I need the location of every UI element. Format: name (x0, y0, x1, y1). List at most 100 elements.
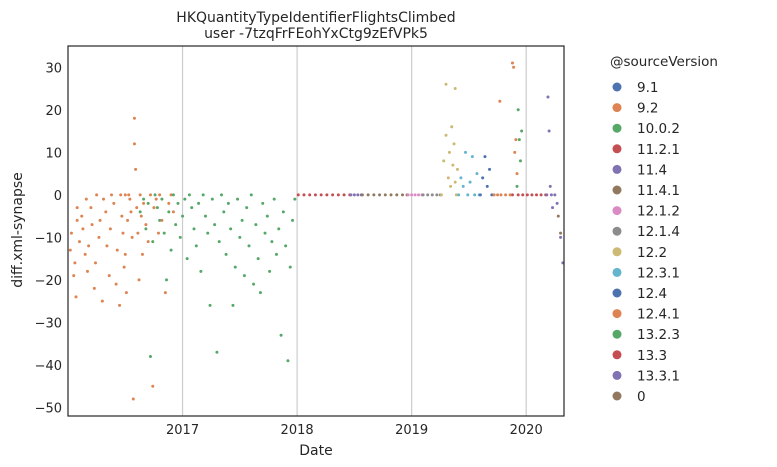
legend-label: 11.2.1 (637, 142, 680, 158)
data-point (148, 354, 152, 358)
legend-marker (612, 247, 622, 257)
data-point (296, 193, 300, 197)
legend-marker (612, 206, 622, 216)
data-point (473, 193, 477, 197)
data-point (120, 214, 124, 218)
data-point (286, 359, 290, 363)
data-point (85, 269, 89, 273)
y-axis-label: diff.xml-synapse (10, 172, 26, 288)
data-point (215, 350, 219, 354)
legend-marker (612, 329, 622, 339)
legend-items: 9.1 9.2 10.0.2 11.2.1 11.4 11.4.1 12.1.2 12.1.4… (612, 80, 680, 405)
data-point (520, 129, 524, 133)
data-point (383, 193, 387, 197)
data-point (210, 197, 214, 201)
data-point (208, 303, 212, 307)
data-point (463, 150, 467, 154)
data-point (158, 218, 162, 222)
legend-label: 0 (637, 389, 646, 405)
data-point (73, 261, 77, 265)
x-tick-label: 2017 (166, 423, 199, 438)
data-point (539, 193, 543, 197)
data-point (122, 265, 126, 269)
data-point (545, 193, 549, 197)
data-point (190, 206, 194, 210)
data-point (98, 218, 102, 222)
data-point (84, 197, 88, 201)
y-tick-label: 10 (45, 146, 62, 161)
data-point (272, 197, 276, 201)
legend-marker (612, 164, 622, 174)
data-point (454, 193, 458, 197)
data-point (236, 197, 240, 201)
data-point (167, 201, 171, 205)
data-point (457, 193, 461, 197)
data-point (75, 218, 79, 222)
data-point (231, 303, 235, 307)
y-tick-label: −10 (35, 231, 62, 246)
data-point (115, 248, 119, 252)
data-point (153, 193, 157, 197)
data-point (378, 193, 382, 197)
legend-marker (612, 350, 622, 360)
data-point (453, 87, 457, 91)
data-point (559, 231, 563, 235)
data-point (498, 99, 502, 103)
data-point (119, 193, 123, 197)
data-point (475, 172, 479, 176)
data-point (199, 269, 203, 273)
data-point (490, 193, 494, 197)
y-tick-label: −50 (35, 401, 62, 416)
data-point (485, 184, 489, 188)
data-point (258, 291, 262, 295)
data-point (118, 303, 122, 307)
data-point (518, 159, 522, 163)
data-point (447, 150, 451, 154)
data-point (110, 193, 114, 197)
data-point (478, 193, 482, 197)
data-point (513, 150, 517, 154)
data-point (400, 193, 404, 197)
legend-label: 12.1.4 (637, 224, 680, 240)
data-point (74, 295, 78, 299)
data-point (139, 214, 143, 218)
data-point (181, 214, 185, 218)
data-point (81, 227, 85, 231)
data-point (510, 193, 514, 197)
data-point (132, 116, 136, 120)
data-point (263, 231, 267, 235)
chart-title-group: HKQuantityTypeIdentifierFlightsClimbed u… (176, 10, 455, 42)
data-point (413, 193, 417, 197)
data-point (138, 193, 142, 197)
data-point (461, 184, 465, 188)
data-point (144, 227, 148, 231)
data-point (131, 397, 135, 401)
data-point (174, 223, 178, 227)
y-tick-label: −20 (35, 274, 62, 289)
data-point (162, 231, 166, 235)
data-point (483, 155, 487, 159)
data-point (185, 257, 189, 261)
data-point (226, 201, 230, 205)
legend-label: 12.2 (637, 245, 667, 261)
data-point (313, 193, 317, 197)
data-point (516, 108, 520, 112)
data-point (160, 197, 164, 201)
y-tick-label: 30 (45, 61, 62, 76)
data-point (291, 218, 295, 222)
data-point (124, 291, 128, 295)
data-point (142, 197, 146, 201)
data-point (167, 210, 171, 214)
data-point (194, 244, 198, 248)
data-point (114, 282, 118, 286)
data-point (395, 193, 399, 197)
data-point (206, 231, 210, 235)
legend-label: 12.4 (637, 286, 667, 302)
data-point (556, 214, 560, 218)
data-point (446, 176, 450, 180)
data-point (555, 201, 559, 205)
data-point (68, 248, 72, 252)
legend-marker (612, 391, 622, 401)
data-point (254, 223, 258, 227)
data-point (100, 299, 104, 303)
